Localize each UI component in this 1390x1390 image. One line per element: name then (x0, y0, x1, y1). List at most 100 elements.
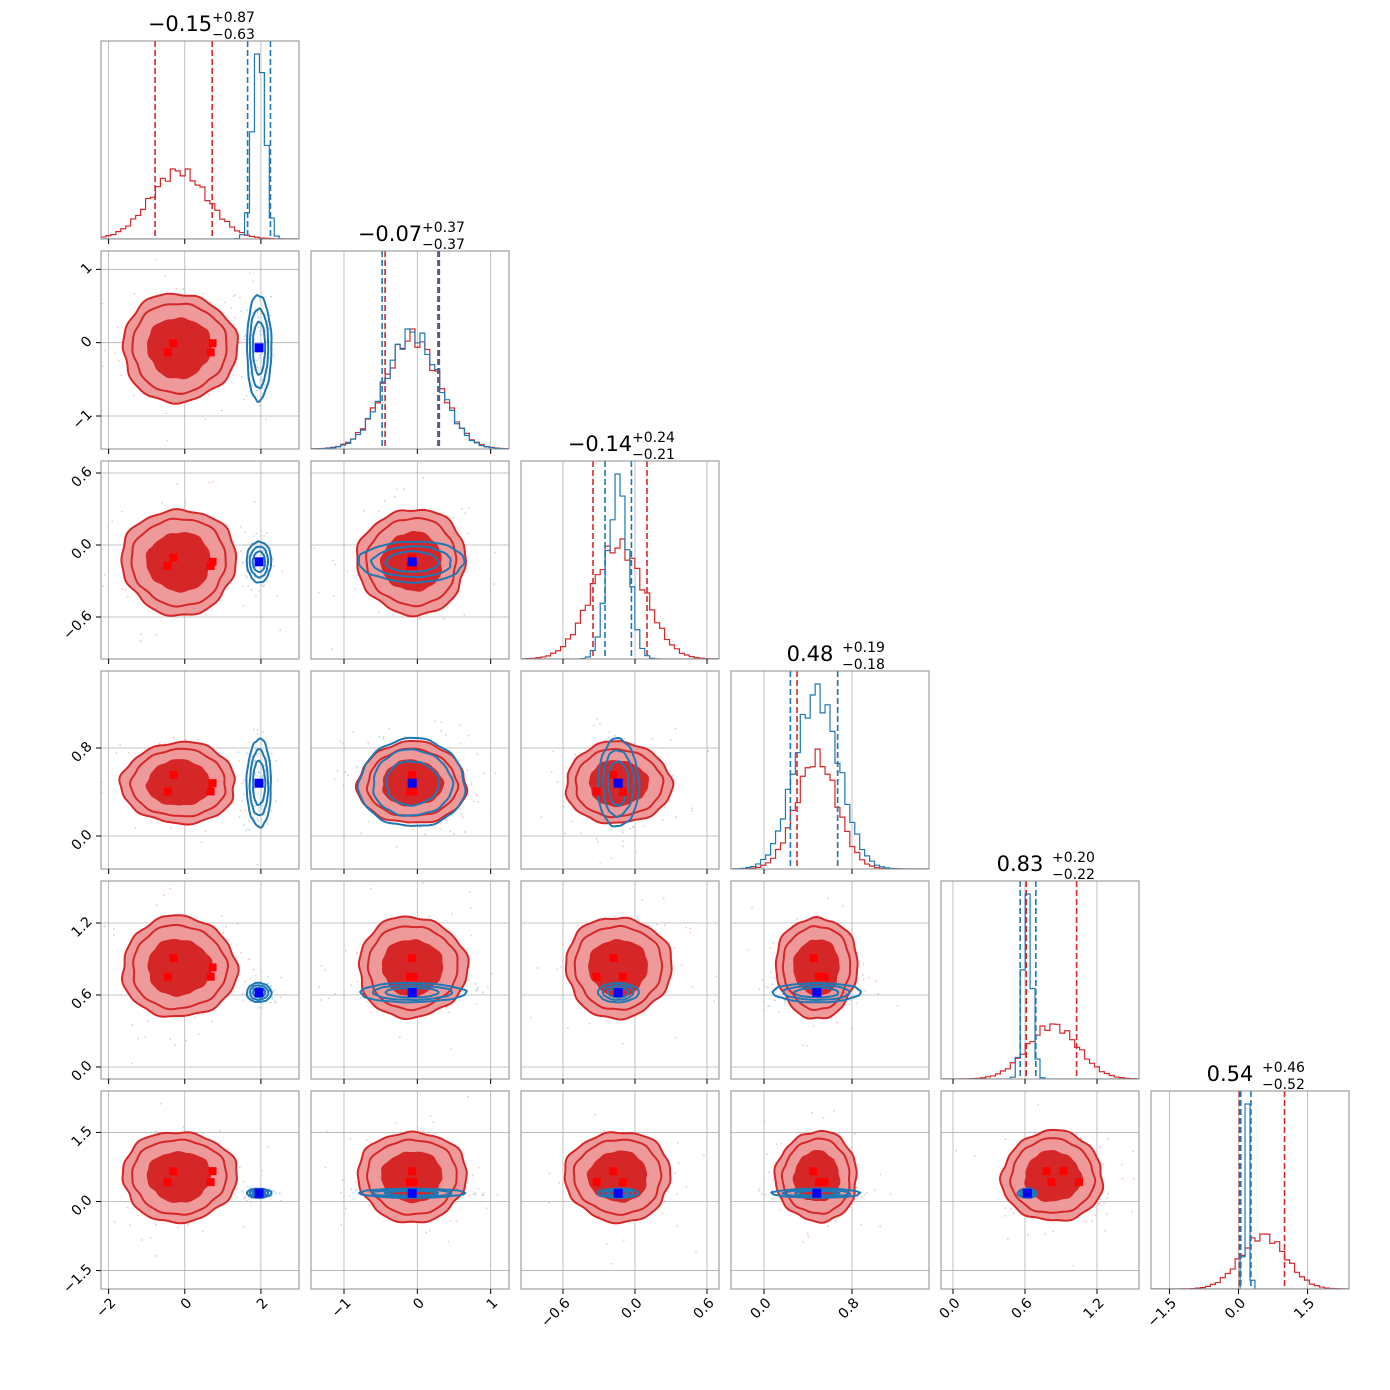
scatter-point (244, 338, 247, 340)
red-contour-mid (572, 1138, 663, 1216)
scatter-point (1026, 1233, 1029, 1236)
scatter-point (204, 613, 207, 616)
title-upper-error: +0.37 (422, 220, 465, 236)
scatter-point (689, 931, 692, 934)
scatter-point (680, 964, 683, 967)
scatter-contour-panel (520, 880, 720, 1084)
scatter-point (89, 974, 91, 976)
scatter-point (469, 906, 472, 909)
scatter-point (204, 418, 207, 420)
histogram-series (101, 168, 299, 239)
scatter-point (53, 1114, 55, 1116)
scatter-point (784, 1000, 786, 1003)
scatter-point (432, 1121, 435, 1124)
scatter-point (112, 934, 115, 936)
scatter-point (467, 979, 470, 982)
truth-marker-blue (254, 988, 264, 998)
scatter-point (259, 775, 262, 778)
scatter-point (762, 1009, 765, 1012)
truth-marker-red (206, 972, 215, 981)
scatter-point (1105, 1213, 1108, 1216)
scatter-point (476, 794, 478, 796)
histogram-panel: 0.83 +0.20−0.22 (940, 850, 1140, 1084)
scatter-point (764, 994, 767, 996)
scatter-point (260, 334, 262, 337)
scatter-point (174, 1044, 177, 1047)
scatter-point (204, 830, 207, 832)
scatter-point (395, 845, 398, 848)
scatter-point (259, 333, 262, 336)
scatter-point (607, 736, 610, 739)
scatter-point (691, 985, 694, 988)
scatter-point (252, 968, 255, 971)
panel-frame (520, 1090, 720, 1290)
scatter-point (516, 980, 518, 982)
scatter-point (540, 816, 543, 819)
scatter-point (201, 1230, 204, 1233)
panel-frame (520, 880, 720, 1080)
scatter-point (259, 384, 261, 387)
scatter-point (200, 841, 203, 844)
scatter-point (763, 1120, 766, 1123)
scatter-point (477, 1187, 480, 1190)
x-tick-label: 0.8 (836, 1295, 863, 1322)
scatter-point (464, 571, 467, 574)
histogram-series (521, 538, 719, 659)
scatter-point (238, 1166, 241, 1168)
scatter-point (258, 379, 261, 382)
scatter-point (395, 488, 398, 490)
scatter-point (133, 394, 136, 397)
scatter-point (273, 1000, 276, 1003)
scatter-point (428, 915, 431, 918)
scatter-point (769, 991, 772, 994)
scatter-point (336, 770, 339, 772)
scatter-point (1052, 1230, 1054, 1233)
scatter-point (334, 563, 337, 566)
scatter-point (675, 1193, 678, 1196)
scatter-point (768, 1171, 770, 1174)
scatter-point (230, 307, 233, 310)
panel-frame (310, 670, 510, 870)
scatter-point (280, 976, 283, 979)
red-contour-mid (365, 747, 460, 817)
scatter-point (268, 1187, 270, 1190)
scatter-point (771, 983, 774, 986)
scatter-point (254, 759, 257, 762)
title-lower-error: −0.52 (1262, 1077, 1305, 1093)
scatter-point (773, 976, 776, 979)
scatter-point (677, 1142, 680, 1144)
scatter-point (623, 737, 626, 740)
scatter-point (254, 748, 257, 750)
scatter-contour-panel (310, 670, 510, 874)
title-upper-error: +0.24 (632, 430, 675, 446)
red-contour-inner (1024, 1150, 1083, 1202)
blue-contour (606, 986, 630, 999)
scatter-point (232, 802, 235, 805)
red-contour-mid (780, 1137, 851, 1215)
truth-marker-red (609, 1167, 618, 1176)
blue-contour (781, 1188, 852, 1198)
scatter-point (136, 1037, 139, 1040)
scatter-point (1104, 1229, 1107, 1232)
scatter-point (262, 550, 265, 553)
scatter-point (689, 927, 692, 930)
scatter-point (806, 1232, 809, 1235)
scatter-point (320, 999, 322, 1001)
scatter-point (101, 365, 104, 368)
x-tick-label: 1 (484, 1295, 502, 1313)
scatter-point (476, 987, 479, 990)
panel-frame (100, 40, 300, 240)
scatter-point (155, 904, 158, 907)
scatter-point (240, 809, 242, 812)
scatter-point (245, 309, 248, 312)
scatter-point (242, 604, 245, 607)
scatter-point (185, 739, 188, 742)
scatter-contour-panel: −0.6 0.0 0.6 (520, 1090, 720, 1331)
scatter-point (248, 829, 251, 831)
scatter-point (621, 1042, 624, 1045)
scatter-point (159, 1102, 162, 1105)
truth-marker-red (163, 562, 172, 570)
scatter-point (253, 501, 256, 503)
scatter-point (474, 982, 477, 985)
truth-marker-red (208, 779, 217, 788)
